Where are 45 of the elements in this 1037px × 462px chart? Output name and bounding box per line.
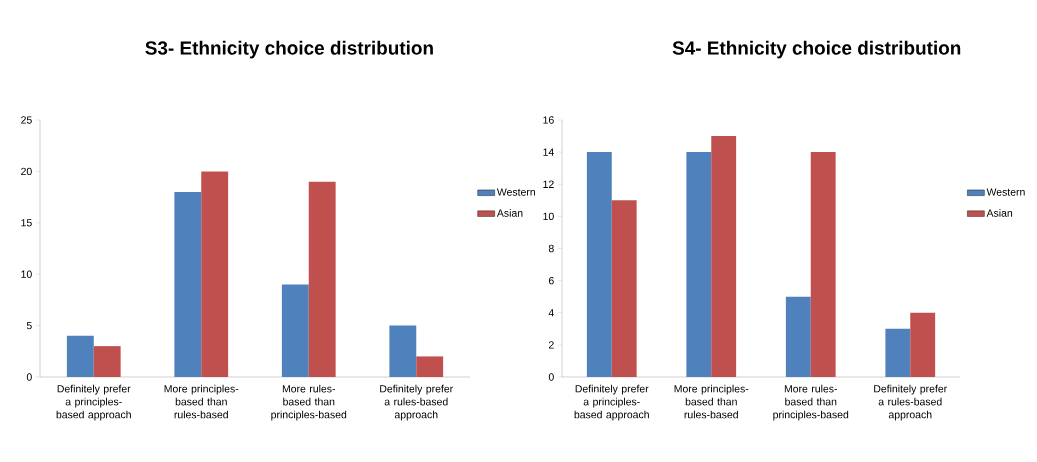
bar — [711, 136, 737, 377]
bar — [174, 191, 202, 377]
y-tick-label: 16 — [543, 116, 554, 124]
bar — [910, 312, 936, 377]
bar — [281, 284, 309, 377]
bar — [201, 171, 229, 377]
x-tick-label: Definitely prefer a principles-based approach — [574, 384, 649, 421]
y-tick-label: 0 — [548, 373, 554, 381]
bar — [611, 200, 637, 377]
bar — [389, 325, 417, 377]
y-tick-label: 25 — [21, 116, 32, 124]
y-tick-label: 12 — [543, 180, 554, 188]
x-tick-label: More principles-based than rules-based — [164, 384, 239, 419]
y-tick-label: 2 — [548, 341, 554, 349]
bar — [586, 152, 612, 377]
y-tick-label: 5 — [26, 321, 32, 330]
y-tick-label: 0 — [26, 373, 32, 381]
x-tick-label: More rules-based than principles-based — [271, 384, 347, 421]
bar — [686, 152, 712, 377]
y-tick-label: 4 — [548, 309, 554, 317]
x-tick-label: Definitely prefer a rules-based approach — [874, 384, 947, 421]
bar — [308, 181, 336, 377]
x-tick-label: Definitely prefer a rules-based approach — [380, 384, 453, 421]
bar — [785, 296, 811, 377]
legend-label: Asian — [496, 209, 523, 217]
y-tick-label: 20 — [21, 167, 32, 176]
bar — [66, 335, 94, 377]
y-tick-label: 15 — [21, 219, 32, 227]
legend-label: Western — [496, 188, 535, 196]
x-tick-label: More principles-based than rules-based — [674, 384, 749, 419]
bar — [885, 328, 911, 377]
chart-title: S3- Ethnicity choice distribution — [145, 40, 433, 59]
chart-title: S4- Ethnicity choice distribution — [672, 40, 961, 59]
bar — [416, 356, 444, 377]
bar — [93, 346, 121, 377]
legend-label: Western — [986, 188, 1025, 196]
x-tick-label: Definitely prefer a principles-based approach — [56, 384, 131, 421]
y-tick-label: 8 — [548, 244, 554, 253]
x-tick-label: More rules-based than principles-based — [773, 384, 849, 421]
legend-label: Asian — [986, 209, 1013, 217]
y-tick-label: 10 — [21, 270, 32, 278]
y-tick-label: 14 — [543, 148, 554, 156]
bar — [810, 152, 836, 377]
y-tick-label: 10 — [543, 212, 554, 221]
y-tick-label: 6 — [548, 276, 554, 285]
